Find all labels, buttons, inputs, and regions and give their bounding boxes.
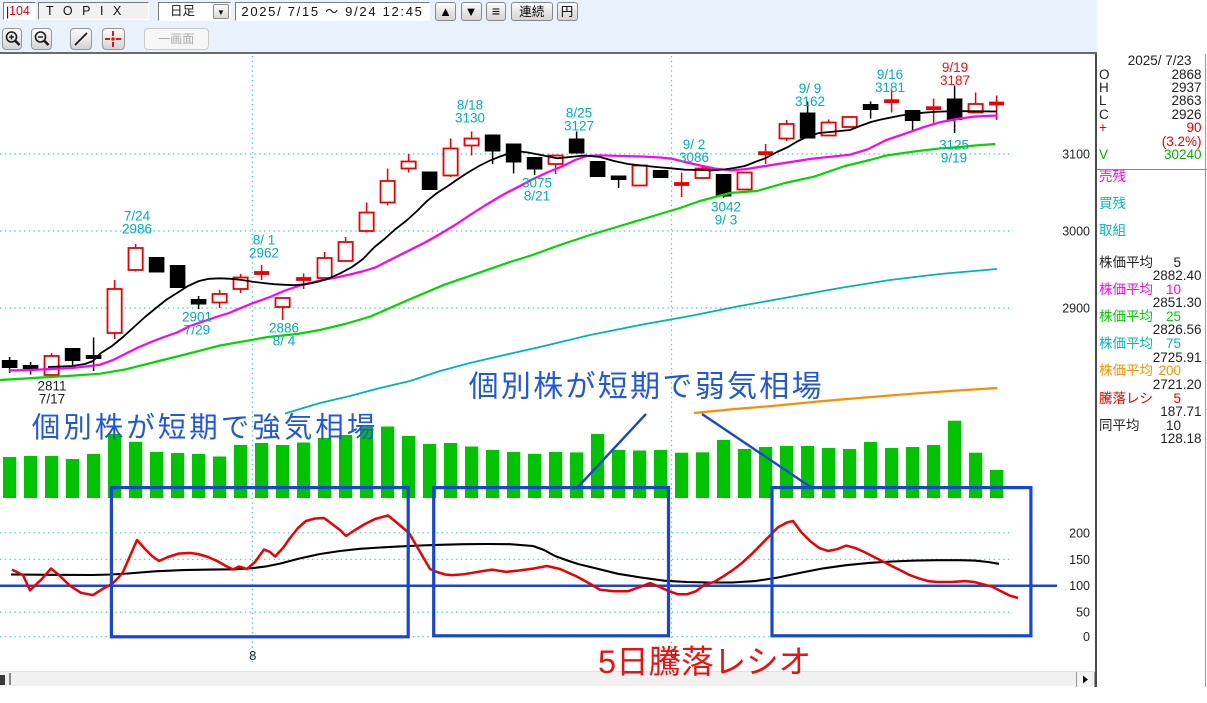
svg-text:3127: 3127 [564, 119, 594, 134]
svg-text:7/17: 7/17 [39, 392, 65, 407]
svg-text:9: 9 [670, 646, 677, 661]
svg-text:3075: 3075 [522, 175, 552, 190]
svg-text:7/24: 7/24 [124, 209, 151, 224]
svg-text:個別株が短期で弱気相場: 個別株が短期で弱気相場 [469, 371, 824, 404]
svg-text:3125: 3125 [939, 138, 969, 153]
svg-text:8/ 1: 8/ 1 [253, 233, 276, 248]
svg-text:3130: 3130 [455, 111, 485, 126]
svg-text:個別株が短期で強気相場: 個別株が短期で強気相場 [32, 412, 379, 444]
svg-text:3042: 3042 [711, 199, 741, 214]
svg-text:8/25: 8/25 [566, 106, 592, 121]
svg-text:3100: 3100 [1062, 148, 1090, 162]
svg-text:9/ 2: 9/ 2 [683, 137, 706, 152]
svg-text:2886: 2886 [269, 320, 299, 335]
svg-text:5日騰落レシオ: 5日騰落レシオ [598, 644, 811, 680]
svg-text:3181: 3181 [875, 80, 905, 95]
svg-text:150: 150 [1069, 553, 1090, 567]
svg-text:8: 8 [249, 648, 256, 663]
svg-text:2901: 2901 [182, 310, 212, 325]
svg-text:9/ 3: 9/ 3 [715, 212, 738, 227]
svg-text:2900: 2900 [1062, 302, 1090, 316]
svg-text:9/19: 9/19 [942, 60, 968, 75]
svg-text:2811: 2811 [37, 379, 66, 394]
svg-text:9/16: 9/16 [877, 67, 903, 82]
svg-text:200: 200 [1069, 526, 1090, 540]
svg-text:50: 50 [1076, 606, 1090, 620]
svg-text:3000: 3000 [1062, 225, 1090, 239]
svg-text:3086: 3086 [679, 150, 709, 165]
svg-text:2962: 2962 [249, 246, 279, 261]
svg-text:2986: 2986 [122, 222, 152, 237]
svg-text:8/18: 8/18 [457, 98, 483, 113]
svg-text:8/21: 8/21 [524, 188, 550, 203]
svg-text:0: 0 [1083, 630, 1090, 644]
svg-text:7/29: 7/29 [184, 323, 210, 338]
svg-text:100: 100 [1069, 579, 1090, 593]
svg-text:8/ 4: 8/ 4 [273, 333, 296, 348]
svg-text:3187: 3187 [940, 73, 970, 88]
svg-text:3162: 3162 [795, 94, 825, 109]
svg-text:9/19: 9/19 [941, 151, 967, 166]
svg-text:9/ 9: 9/ 9 [799, 81, 822, 96]
